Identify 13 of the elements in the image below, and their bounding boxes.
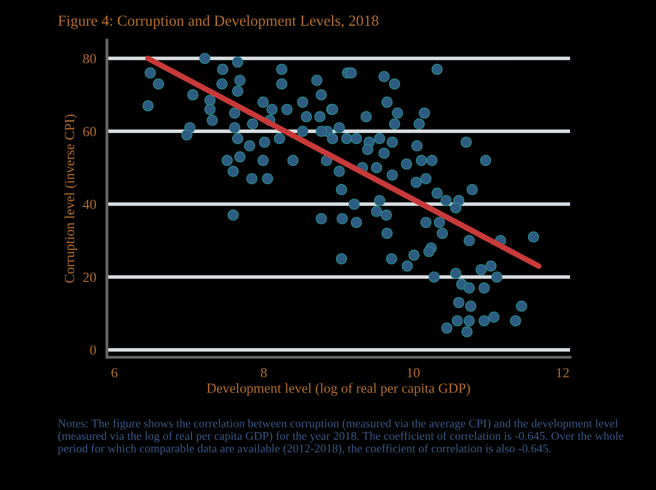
y-tick-label: 20 bbox=[83, 272, 96, 282]
x-tick-label: 6 bbox=[112, 368, 118, 378]
y-tick-label: 80 bbox=[83, 54, 96, 64]
y-axis-title: Corruption level (inverse CPI) bbox=[64, 114, 78, 283]
text: Notes: The figure shows the correlation between corruption (measured via the average CPI) and the development level (measured via the log of real per capita GDP) for the year 2018. The coefficient of correlation is -0.645. Over the whole period for which comparable data are available (2012-2018), the coefficient of correlation is also -0.645. bbox=[58, 418, 624, 455]
y-tick-label: 0 bbox=[90, 346, 96, 355]
chart-title: Figure 4: Corruption and Development Levels, 2018 bbox=[58, 15, 378, 29]
y-tick-label: 40 bbox=[82, 200, 96, 210]
x-tick-label: 10 bbox=[407, 368, 420, 378]
x-tick-label: 12 bbox=[556, 368, 569, 378]
y-tick-label: 60 bbox=[83, 126, 96, 136]
x-axis-title: Development level (log of real per capita GDP) bbox=[206, 383, 470, 396]
x-tick-label: 8 bbox=[260, 368, 267, 378]
